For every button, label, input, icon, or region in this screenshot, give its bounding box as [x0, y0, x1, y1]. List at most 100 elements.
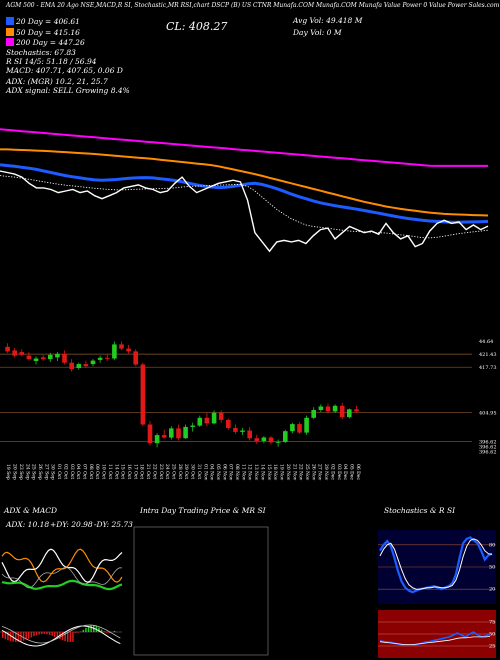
- date-tick-label: 11 Nov: [240, 464, 246, 481]
- candle-body: [283, 431, 288, 442]
- macd-bar: [106, 632, 108, 633]
- cl-label: CL: 408.27: [166, 20, 227, 33]
- date-tick-label: 18 Oct: [139, 464, 145, 479]
- date-tick-label: 12 Nov: [247, 464, 253, 481]
- stochastics-rsi-panel: Stochastics & R SI 80 50 20 75 50 25: [378, 506, 496, 658]
- candle-body: [169, 428, 174, 438]
- candle-body: [218, 412, 224, 420]
- date-tick-label: 03 Dec: [336, 464, 342, 480]
- date-tick-label: 20 Nov: [285, 464, 291, 481]
- candle-body: [55, 353, 60, 358]
- price-label: 404.95: [479, 410, 497, 416]
- date-tick-label: 03 Oct: [69, 464, 75, 479]
- macd-bar: [85, 627, 87, 632]
- date-tick-label: 08 Nov: [234, 464, 240, 481]
- date-tick-label: 01 Nov: [202, 464, 208, 481]
- candle-body: [339, 405, 345, 418]
- macd-bar: [64, 632, 66, 642]
- macd-bar: [87, 626, 90, 632]
- macd-bar: [25, 632, 27, 640]
- candle-body: [332, 405, 338, 412]
- adx-stat: ADX: (MGR) 10.2, 21, 25.7: [5, 77, 108, 86]
- intraday-panel: Intra Day Trading Price & MR SI: [133, 506, 269, 656]
- candle-body: [204, 417, 210, 424]
- macd-bar: [22, 632, 25, 641]
- candle-body: [12, 350, 17, 356]
- stoch-level-label: 50: [489, 565, 495, 571]
- candle-body: [33, 358, 39, 361]
- date-tick-label: 23 Oct: [158, 464, 164, 479]
- price-label: 417.73: [479, 365, 497, 371]
- date-tick-label: 06 Dec: [355, 464, 361, 480]
- macd-bar: [90, 625, 92, 632]
- macd-bar: [20, 632, 22, 642]
- macd-bar: [33, 632, 35, 637]
- date-tick-label: 25 Sep: [31, 464, 37, 480]
- candle-body: [147, 424, 153, 444]
- candle-body: [240, 430, 245, 432]
- macd-bar: [108, 632, 111, 633]
- minus-dy-readout: -DY: 25.73: [94, 520, 133, 529]
- candle-body: [247, 430, 252, 439]
- adx-signal-stat: ADX signal: SELL Growing 8.4%: [5, 86, 130, 95]
- candle-body: [83, 364, 89, 367]
- date-tick-label: 20 Sep: [12, 464, 18, 480]
- candle-body: [297, 424, 302, 433]
- series-dotted: [0, 175, 489, 239]
- macd-bar: [38, 632, 40, 635]
- candle-body: [161, 435, 167, 438]
- date-tick-label: 17 Oct: [132, 464, 138, 479]
- candle-body: [325, 406, 331, 412]
- date-tick-label: 22 Nov: [298, 464, 304, 481]
- date-tick-label: 27 Nov: [317, 464, 323, 481]
- macd-bar: [82, 629, 85, 632]
- macd-bar: [4, 632, 7, 640]
- date-tick-label: 14 Nov: [260, 464, 266, 481]
- series-close: [0, 170, 489, 253]
- candle-body: [5, 346, 10, 352]
- candle-body: [90, 360, 96, 365]
- macd-line: [1, 625, 121, 647]
- candle-body: [254, 438, 260, 441]
- date-axis: 19 Sep 20 Sep 23 Sep 24 Sep 25 Sep 26 Sep 27 S…: [5, 464, 361, 481]
- macd-signal-line: [1, 624, 121, 644]
- date-tick-label: 30 Sep: [50, 464, 56, 480]
- price-label: 396.62: [479, 440, 497, 446]
- date-tick-label: 19 Nov: [279, 464, 285, 481]
- date-tick-label: 02 Dec: [329, 464, 335, 480]
- date-tick-label: 29 Oct: [183, 464, 189, 479]
- date-tick-label: 05 Nov: [215, 464, 221, 481]
- stoch-d-line: [379, 538, 493, 590]
- date-tick-label: 08 Oct: [88, 464, 94, 479]
- day-vol-label: Day Vol: 0 M: [292, 28, 342, 37]
- date-tick-label: 15 Nov: [266, 464, 272, 481]
- date-tick-label: 18 Nov: [272, 464, 278, 481]
- adx-macd-panel: ADX & MACD ADX: 10.18 +DY: 20.98 -DY: 25…: [0, 506, 133, 658]
- macd-bar: [2, 632, 4, 638]
- date-tick-label: 04 Nov: [209, 464, 215, 481]
- date-tick-label: 07 Nov: [228, 464, 234, 481]
- date-tick-label: 01 Oct: [56, 464, 62, 479]
- macd-bar: [103, 631, 105, 632]
- candle-body: [112, 344, 117, 359]
- macd-bar: [41, 632, 43, 635]
- date-tick-label: 26 Sep: [37, 464, 43, 480]
- price-label: 396.62: [479, 450, 497, 456]
- candle-body: [69, 362, 74, 370]
- candle-body: [26, 355, 32, 360]
- date-tick-label: 24 Oct: [164, 464, 170, 479]
- adx-macd-title: ADX & MACD: [3, 506, 57, 515]
- price-label: 44.64: [479, 339, 493, 345]
- date-tick-label: 07 Oct: [82, 464, 88, 479]
- macd-bar: [69, 632, 72, 642]
- date-tick-label: 04 Dec: [342, 464, 348, 480]
- macd-bar: [72, 632, 74, 642]
- macd-bar: [15, 632, 17, 642]
- candle-body: [97, 357, 103, 360]
- intraday-title: Intra Day Trading Price & MR SI: [139, 506, 267, 515]
- price-label: 421.43: [479, 352, 497, 358]
- macd-bar: [61, 632, 64, 641]
- date-tick-label: 05 Dec: [349, 464, 355, 480]
